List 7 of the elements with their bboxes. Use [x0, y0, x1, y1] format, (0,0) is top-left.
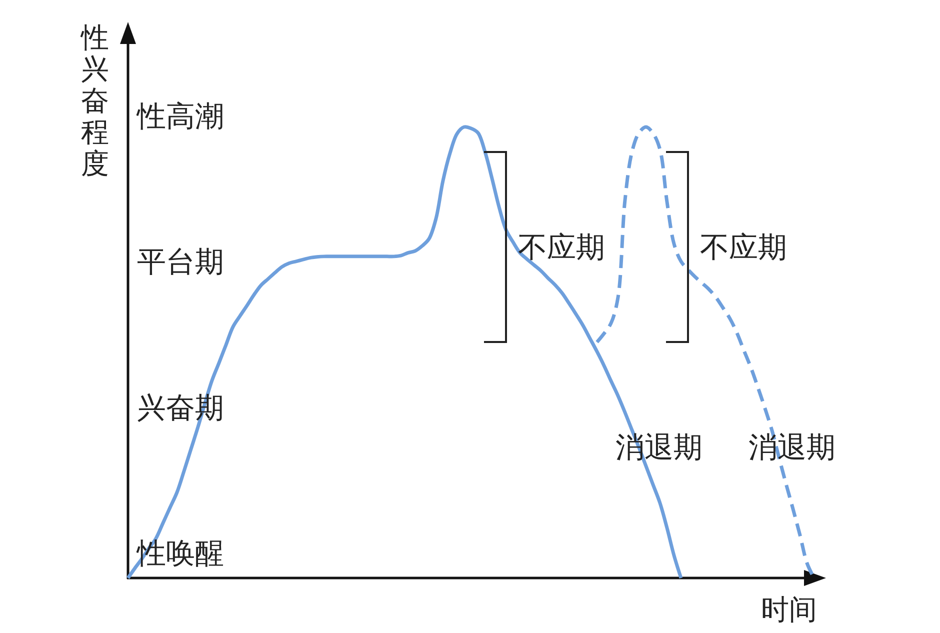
- annotation: 不应期: [700, 230, 787, 264]
- annotation: 性高潮: [136, 99, 224, 133]
- annotation: 不应期: [518, 230, 605, 264]
- y-axis-title: 性兴奋程度: [80, 20, 109, 180]
- x-axis-title: 时间: [761, 592, 817, 626]
- annotation: 平台期: [137, 244, 224, 279]
- annotation: 消退期: [748, 430, 836, 464]
